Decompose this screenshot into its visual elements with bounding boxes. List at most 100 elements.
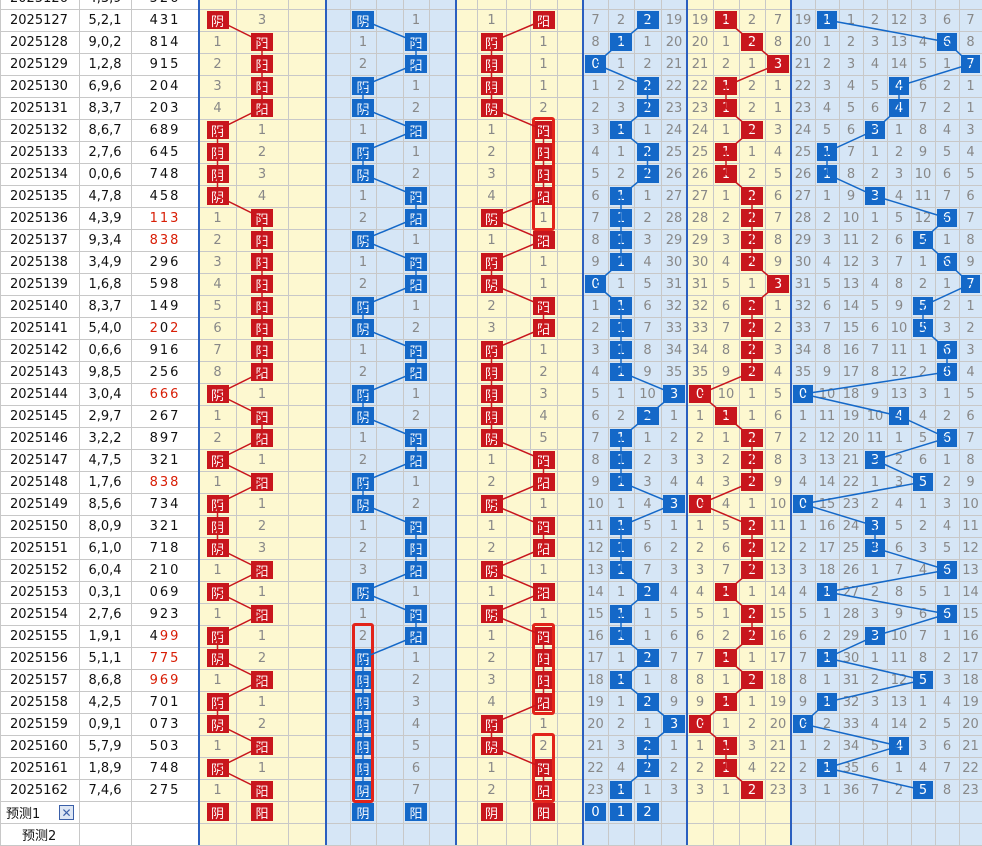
miss-count: 2 <box>616 78 626 94</box>
miss-count: 1 <box>539 562 548 578</box>
miss-count: 10 <box>914 166 932 182</box>
grid-col-line <box>506 0 507 845</box>
miss-count: 30 <box>691 254 709 270</box>
miss-count: 7 <box>918 100 928 116</box>
miss-count: 28 <box>842 606 860 622</box>
draw-digit: 8 <box>149 430 160 446</box>
grid-row-line <box>0 647 982 648</box>
miss-count: 9 <box>695 694 705 710</box>
miss-count: 12 <box>842 254 860 270</box>
miss-count: 3 <box>257 12 267 28</box>
miss-count: 2 <box>822 56 832 72</box>
miss-count: 1 <box>539 56 548 72</box>
column-bg <box>739 0 765 845</box>
miss-count: 6 <box>918 606 928 622</box>
yin-yang-marker: 阳 <box>532 781 555 800</box>
draw-digit: 1 <box>159 210 171 226</box>
miss-count: 1 <box>747 496 757 512</box>
miss-count: 23 <box>794 100 812 116</box>
column-bg <box>403 0 429 845</box>
sum-value: 2,7,6 <box>88 606 122 622</box>
draw-digit: 7 <box>159 650 171 666</box>
miss-count: 27 <box>691 188 709 204</box>
miss-count: 6 <box>918 78 928 94</box>
miss-count: 1 <box>257 760 267 776</box>
miss-count: 5 <box>798 606 808 622</box>
miss-count: 3 <box>822 232 832 248</box>
miss-count: 7 <box>643 320 652 336</box>
trend-line <box>489 19 546 790</box>
miss-count: 1 <box>616 694 626 710</box>
miss-count: 5 <box>942 540 952 556</box>
trend-line <box>594 19 676 791</box>
grid-row-line <box>0 603 982 604</box>
miss-count: 1 <box>591 78 600 94</box>
miss-count: 6 <box>721 298 731 314</box>
miss-count: 7 <box>721 320 731 336</box>
miss-count: 5 <box>918 430 928 446</box>
miss-count: 13 <box>769 562 787 578</box>
miss-count: 14 <box>962 584 979 600</box>
miss-count: 8 <box>669 672 679 688</box>
miss-count: 6 <box>669 628 679 644</box>
draw-digit: 5 <box>149 738 160 754</box>
miss-count: 10 <box>639 386 656 402</box>
draw-digit: 1 <box>149 210 160 226</box>
miss-count: 2 <box>358 452 368 468</box>
miss-count: 3 <box>798 452 808 468</box>
miss-count: 21 <box>691 56 709 72</box>
miss-count: 2 <box>411 100 421 116</box>
miss-count: 10 <box>962 496 979 512</box>
issue-number: 2025142 <box>10 342 68 358</box>
miss-count: 22 <box>691 78 709 94</box>
miss-count: 2 <box>721 452 731 468</box>
sum-value: 1,6,8 <box>88 276 122 292</box>
miss-count: 6 <box>822 298 832 314</box>
miss-count: 7 <box>870 782 880 798</box>
miss-count: 7 <box>798 650 808 666</box>
grid-col-line <box>403 0 404 845</box>
grid-row-line <box>0 141 982 142</box>
issue-number: 2025152 <box>10 562 68 578</box>
miss-count: 1 <box>213 34 222 50</box>
miss-count: 6 <box>942 166 952 182</box>
miss-count: 1 <box>798 518 808 534</box>
miss-count: 7 <box>894 562 904 578</box>
miss-count: 4 <box>669 474 679 490</box>
miss-count: 1 <box>411 232 421 248</box>
draw-digit: 7 <box>149 694 160 710</box>
miss-count: 11 <box>769 518 787 534</box>
predict-marker: 阴 <box>206 803 229 822</box>
trend-line <box>801 19 972 791</box>
miss-count: 1 <box>942 276 952 292</box>
miss-count: 2 <box>487 782 496 798</box>
miss-count: 9 <box>591 254 600 270</box>
miss-count: 1 <box>870 210 880 226</box>
miss-count: 6 <box>966 188 975 204</box>
miss-count: 3 <box>213 78 222 94</box>
column-bg <box>79 0 131 845</box>
miss-count: 1 <box>721 782 731 798</box>
draw-digit: 1 <box>159 342 171 358</box>
close-icon[interactable]: ✕ <box>59 805 74 820</box>
miss-count: 1 <box>616 650 626 666</box>
miss-count: 10 <box>769 496 787 512</box>
miss-count: 2 <box>798 540 808 556</box>
miss-count: 2 <box>643 210 652 226</box>
sum-value: 8,6,7 <box>88 122 122 138</box>
draw-digit: 6 <box>170 254 181 270</box>
miss-count: 4 <box>918 760 928 776</box>
draw-digit: 0 <box>159 738 171 754</box>
grid-row-line <box>0 537 982 538</box>
issue-number: 2025151 <box>10 540 68 556</box>
miss-count: 5 <box>894 210 904 226</box>
miss-count: 23 <box>842 496 860 512</box>
draw-digit: 6 <box>159 672 171 688</box>
miss-count: 1 <box>213 408 222 424</box>
miss-count: 1 <box>616 276 626 292</box>
issue-number: 2025155 <box>10 628 68 644</box>
miss-count: 15 <box>769 606 787 622</box>
miss-count: 17 <box>587 650 604 666</box>
miss-count: 5 <box>942 144 952 160</box>
